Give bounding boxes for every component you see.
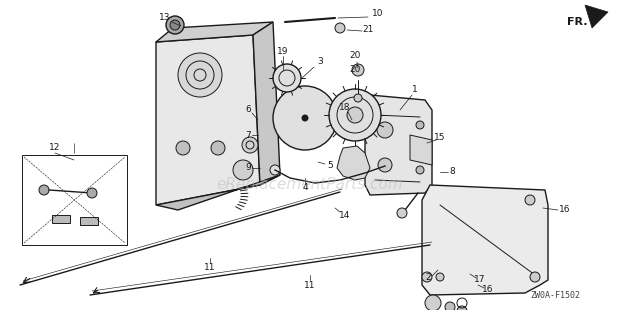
Circle shape bbox=[211, 141, 225, 155]
Circle shape bbox=[347, 107, 363, 123]
Text: 7: 7 bbox=[245, 131, 251, 140]
Polygon shape bbox=[365, 95, 432, 195]
Circle shape bbox=[170, 20, 180, 30]
Polygon shape bbox=[422, 185, 548, 295]
Circle shape bbox=[354, 94, 362, 102]
Circle shape bbox=[436, 273, 444, 281]
Circle shape bbox=[378, 158, 392, 172]
Bar bbox=[22, 155, 127, 245]
Text: 12: 12 bbox=[50, 144, 61, 153]
Circle shape bbox=[39, 185, 49, 195]
Text: 6: 6 bbox=[245, 105, 251, 114]
Polygon shape bbox=[156, 22, 273, 42]
Circle shape bbox=[233, 160, 253, 180]
Polygon shape bbox=[585, 5, 608, 28]
Text: 16: 16 bbox=[482, 286, 494, 294]
Circle shape bbox=[166, 16, 184, 34]
Circle shape bbox=[329, 89, 381, 141]
Text: 5: 5 bbox=[327, 161, 333, 170]
Text: 14: 14 bbox=[339, 210, 351, 219]
Text: 4: 4 bbox=[302, 184, 308, 193]
Circle shape bbox=[416, 121, 424, 129]
Circle shape bbox=[335, 23, 345, 33]
Polygon shape bbox=[156, 35, 260, 205]
Text: 11: 11 bbox=[304, 281, 316, 290]
Text: 10: 10 bbox=[372, 10, 384, 19]
Text: 9: 9 bbox=[245, 163, 251, 172]
Circle shape bbox=[377, 122, 393, 138]
Circle shape bbox=[302, 115, 308, 121]
Text: 20: 20 bbox=[349, 51, 361, 60]
Circle shape bbox=[525, 195, 535, 205]
Text: 19: 19 bbox=[277, 47, 289, 56]
Text: 3: 3 bbox=[317, 57, 323, 67]
Text: 8: 8 bbox=[449, 167, 455, 176]
Text: eReplacementParts.com: eReplacementParts.com bbox=[216, 178, 404, 193]
Circle shape bbox=[352, 64, 364, 76]
Circle shape bbox=[445, 302, 455, 310]
Text: 20: 20 bbox=[349, 65, 361, 74]
Circle shape bbox=[176, 141, 190, 155]
Circle shape bbox=[416, 166, 424, 174]
Circle shape bbox=[397, 208, 407, 218]
Circle shape bbox=[273, 64, 301, 92]
Text: 13: 13 bbox=[159, 14, 170, 23]
Circle shape bbox=[380, 161, 390, 171]
Polygon shape bbox=[410, 135, 432, 165]
Circle shape bbox=[422, 272, 432, 282]
Bar bbox=[52, 215, 70, 223]
Polygon shape bbox=[156, 175, 280, 210]
Text: 16: 16 bbox=[559, 206, 571, 215]
Text: 15: 15 bbox=[434, 134, 446, 143]
Text: 11: 11 bbox=[204, 264, 216, 272]
Circle shape bbox=[270, 165, 280, 175]
Text: 1: 1 bbox=[412, 86, 418, 95]
Text: 2: 2 bbox=[425, 273, 431, 282]
Circle shape bbox=[87, 188, 97, 198]
Circle shape bbox=[457, 306, 467, 310]
Text: 17: 17 bbox=[474, 276, 485, 285]
Bar bbox=[80, 217, 98, 225]
Text: 18: 18 bbox=[339, 104, 351, 113]
Bar bbox=[247, 50, 253, 72]
Polygon shape bbox=[337, 146, 370, 180]
Circle shape bbox=[242, 137, 258, 153]
Bar bbox=[170, 135, 232, 185]
Circle shape bbox=[530, 272, 540, 282]
Text: 21: 21 bbox=[362, 25, 374, 34]
Circle shape bbox=[378, 149, 392, 163]
Circle shape bbox=[425, 295, 441, 310]
Circle shape bbox=[178, 53, 222, 97]
Circle shape bbox=[273, 86, 337, 150]
Text: ZW0A-F1502: ZW0A-F1502 bbox=[530, 290, 580, 299]
Polygon shape bbox=[253, 22, 280, 185]
Text: FR.: FR. bbox=[567, 17, 588, 27]
